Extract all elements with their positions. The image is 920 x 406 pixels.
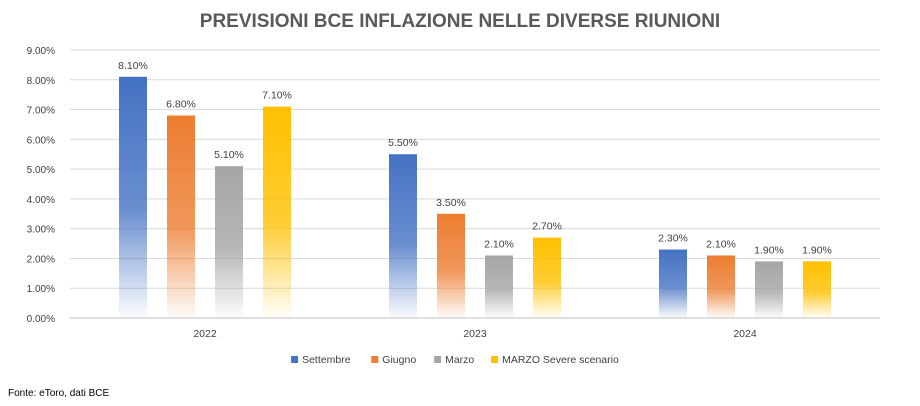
x-tick-label: 2024 bbox=[733, 328, 757, 340]
legend-swatch bbox=[291, 356, 299, 363]
bars bbox=[119, 76, 831, 318]
data-label: 2.10% bbox=[484, 238, 514, 250]
y-tick-label: 4.00% bbox=[27, 195, 55, 206]
bar bbox=[119, 76, 147, 318]
chart-title: PREVISIONI BCE INFLAZIONE NELLE DIVERSE … bbox=[200, 11, 720, 32]
bar bbox=[533, 237, 561, 318]
data-label: 6.80% bbox=[166, 99, 196, 111]
data-label: 2.70% bbox=[532, 221, 562, 233]
y-tick-label: 7.00% bbox=[27, 106, 55, 117]
x-tick-label: 2023 bbox=[463, 328, 487, 340]
data-label: 2.30% bbox=[658, 233, 688, 245]
y-tick-label: 9.00% bbox=[27, 46, 55, 57]
data-labels: 8.10% 6.80% 5.10% 7.10% 5.50% 3.50% 2.10% 2.70%… bbox=[118, 60, 832, 257]
data-label: 7.10% bbox=[262, 90, 292, 102]
bar bbox=[437, 213, 465, 318]
y-tick-label: 3.00% bbox=[27, 225, 55, 236]
x-tick-label: 2022 bbox=[193, 328, 217, 340]
legend-label: Marzo bbox=[445, 354, 474, 366]
x-axis-ticks: 2022 2023 2024 bbox=[193, 328, 757, 340]
bar bbox=[167, 115, 195, 318]
legend-label: MARZO Severe scenario bbox=[502, 354, 619, 366]
data-label: 2.10% bbox=[706, 238, 736, 250]
data-label: 5.10% bbox=[214, 149, 244, 161]
bar bbox=[485, 255, 513, 318]
chart: PREVISIONI BCE INFLAZIONE NELLE DIVERSE … bbox=[27, 11, 880, 366]
y-axis-ticks: 0.00% 1.00% 2.00% 3.00% 4.00% 5.00% 6.00% 7.00%… bbox=[27, 46, 55, 325]
legend-swatch bbox=[491, 356, 499, 363]
legend-swatch bbox=[434, 356, 442, 363]
bar bbox=[215, 166, 243, 318]
gridlines bbox=[70, 49, 880, 319]
data-label: 1.90% bbox=[754, 244, 784, 256]
data-label: 1.90% bbox=[802, 244, 832, 256]
y-tick-label: 8.00% bbox=[27, 76, 55, 87]
legend-label: Giugno bbox=[382, 354, 416, 366]
data-label: 8.10% bbox=[118, 60, 148, 72]
bar bbox=[755, 261, 783, 318]
data-label: 3.50% bbox=[436, 197, 466, 209]
data-label: 5.50% bbox=[388, 137, 418, 149]
y-tick-label: 6.00% bbox=[27, 135, 55, 146]
legend-swatch bbox=[371, 356, 379, 363]
legend: Settembre Giugno Marzo MARZO Severe scenari… bbox=[291, 354, 619, 366]
bar bbox=[707, 255, 735, 318]
source-note: Fonte: eToro, dati BCE bbox=[8, 388, 110, 399]
bar bbox=[389, 154, 417, 318]
y-tick-label: 0.00% bbox=[27, 314, 55, 325]
bar bbox=[659, 249, 687, 318]
bar bbox=[803, 261, 831, 318]
legend-label: Settembre bbox=[302, 354, 351, 366]
y-tick-label: 5.00% bbox=[27, 165, 55, 176]
y-tick-label: 1.00% bbox=[27, 284, 55, 295]
bar bbox=[263, 106, 291, 318]
y-tick-label: 2.00% bbox=[27, 254, 55, 265]
